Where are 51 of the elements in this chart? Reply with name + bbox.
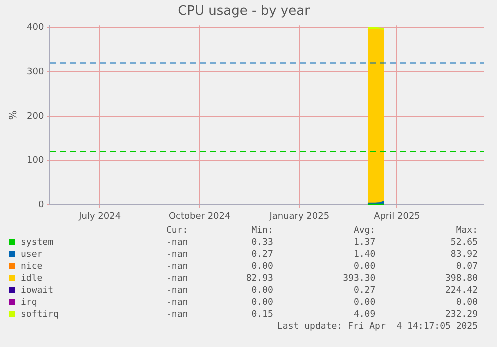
text: -nan xyxy=(166,237,188,249)
y-tick-label: 100 xyxy=(26,156,44,166)
text: Avg: xyxy=(352,225,376,237)
legend-label: nice xyxy=(20,261,44,273)
text: 0.00 xyxy=(455,297,478,309)
text: 1.37 xyxy=(352,237,376,249)
y-tick-label: 400 xyxy=(26,23,44,34)
text: -nan xyxy=(166,297,188,309)
x-tick-label: January 2025 xyxy=(268,212,330,222)
text: -nan xyxy=(166,285,188,297)
legend-label: system xyxy=(20,237,55,249)
text: 0.00 xyxy=(250,285,274,297)
text: 83.92 xyxy=(450,249,478,261)
text: 1.40 xyxy=(352,249,376,261)
text: 0.00 xyxy=(352,297,376,309)
text: 224.42 xyxy=(444,285,478,297)
legend-label: iowait xyxy=(20,285,55,297)
y-tick-label: 300 xyxy=(26,68,44,78)
legend-label: irq xyxy=(20,297,38,309)
text: -nan xyxy=(166,309,188,321)
text: 0.15 xyxy=(250,309,274,321)
x-tick-label: July 2024 xyxy=(78,212,122,222)
legend-label: idle xyxy=(20,273,44,285)
text: 0.00 xyxy=(250,297,274,309)
text: Max: xyxy=(455,225,478,237)
text: 393.30 xyxy=(342,273,376,285)
y-axis-title: % xyxy=(8,110,20,120)
y-tick-label: 200 xyxy=(26,112,44,122)
text: Cur: xyxy=(166,225,188,237)
text: 82.93 xyxy=(245,273,274,285)
text: 0.33 xyxy=(250,237,274,249)
x-tick-label: October 2024 xyxy=(168,212,232,222)
text: -nan xyxy=(166,273,188,285)
text: 0.00 xyxy=(250,261,274,273)
text: 398.80 xyxy=(444,273,478,285)
legend-label: user xyxy=(20,249,44,261)
text: Min: xyxy=(250,225,274,237)
text: 0.27 xyxy=(352,285,376,297)
y-tick-label: 0 xyxy=(38,200,44,211)
text: 232.29 xyxy=(444,309,478,321)
chart-title: CPU usage - by year xyxy=(178,4,311,20)
text: 0.07 xyxy=(455,261,478,273)
text: Last update: Fri Apr 4 14:17:05 2025 xyxy=(276,321,478,333)
text: 0.27 xyxy=(250,249,274,261)
text: -nan xyxy=(166,249,188,261)
legend-label: softirq xyxy=(20,309,60,321)
text: 0.00 xyxy=(352,261,376,273)
text: -nan xyxy=(166,261,188,273)
text: 4.09 xyxy=(352,309,376,321)
text: 52.65 xyxy=(450,237,478,249)
x-tick-label: April 2025 xyxy=(374,212,420,222)
